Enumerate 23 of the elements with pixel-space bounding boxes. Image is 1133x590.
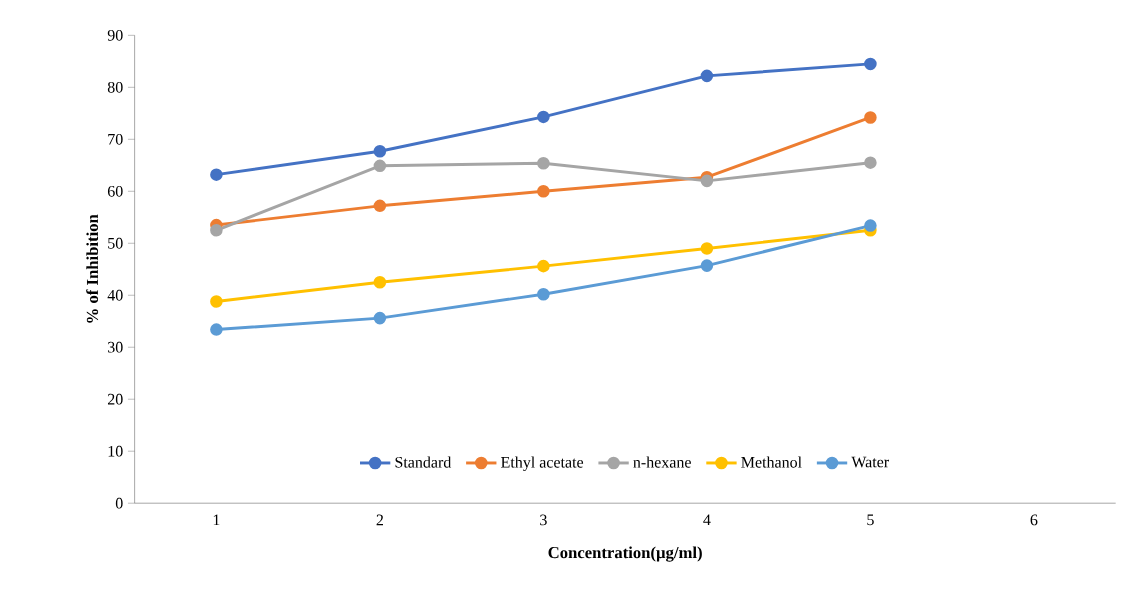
y-tick-label: 0 — [115, 497, 123, 509]
y-tick-label: 20 — [107, 393, 123, 405]
y-tick-label: 10 — [108, 445, 123, 457]
x-tick-label: 6 — [1030, 514, 1038, 526]
y-tick-label: 40 — [107, 289, 123, 301]
x-tick-label: 3 — [540, 514, 547, 526]
legend-label: Standard — [395, 456, 452, 468]
y-tick-label: 90 — [107, 30, 123, 41]
x-tick-label: 2 — [376, 514, 383, 526]
x-axis-title: Concentration(µg/ml) — [548, 546, 702, 562]
legend-label: Methanol — [741, 456, 802, 468]
y-tick-label: 70 — [108, 133, 123, 145]
y-axis-title: % of Inhibition — [86, 214, 99, 323]
legend-label: Ethyl acetate — [501, 456, 584, 472]
x-tick-label: 4 — [703, 514, 711, 526]
y-tick-label: 50 — [108, 237, 123, 249]
x-tick-label: 5 — [867, 514, 874, 526]
y-tick-label: 60 — [107, 185, 123, 197]
x-tick-label: 1 — [213, 514, 220, 526]
y-tick-label: 30 — [108, 341, 123, 353]
legend-label: n-hexane — [633, 456, 691, 468]
y-tick-label: 80 — [107, 81, 123, 93]
legend-label: Water — [851, 456, 889, 468]
